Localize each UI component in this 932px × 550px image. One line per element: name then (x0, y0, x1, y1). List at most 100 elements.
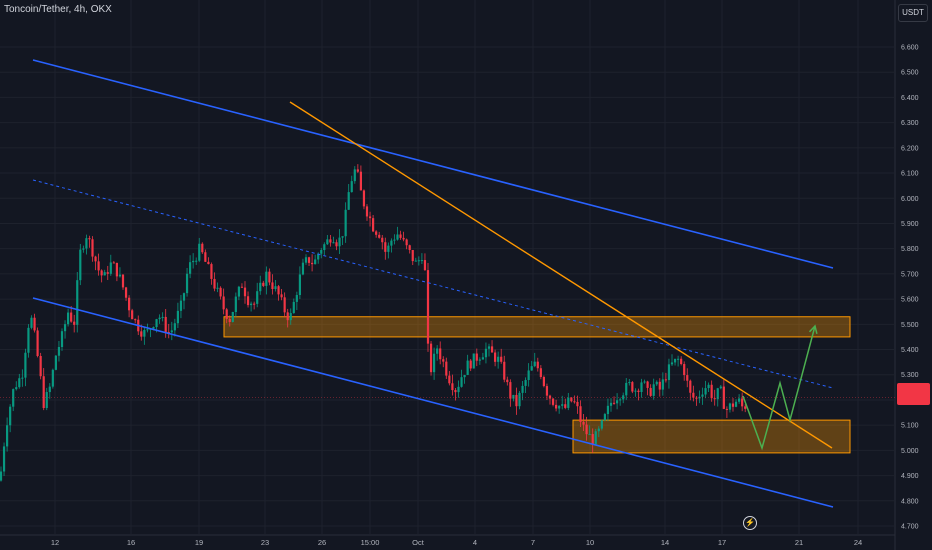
candle-down (509, 382, 512, 399)
candle-up (292, 301, 295, 314)
candle-down (426, 270, 430, 344)
candle-down (573, 401, 576, 403)
candle-down (131, 310, 134, 320)
candle-down (429, 343, 433, 373)
chart-title: Toncoin/Tether, 4h, OKX (4, 4, 112, 15)
y-tick-label: 6.100 (901, 171, 919, 178)
candle-up (436, 348, 439, 354)
candle-down (683, 364, 686, 376)
candle-down (399, 234, 402, 238)
candle-down (695, 397, 698, 399)
candle-down (356, 169, 359, 172)
candle-down (91, 239, 94, 257)
lightning-icon[interactable]: ⚡ (743, 516, 757, 530)
candle-up (341, 236, 344, 238)
candle-up (152, 327, 155, 329)
candle-down (280, 294, 283, 298)
candle-down (713, 398, 716, 400)
candle-up (182, 293, 186, 301)
candle-down (225, 309, 228, 319)
candle-up (60, 331, 64, 347)
time-axis[interactable]: 12 16 19 23 26 15:00 Oct 4 7 10 14 17 21 24 (51, 538, 862, 547)
y-tick-label: 5.800 (901, 246, 919, 253)
price-axis[interactable]: 6.600 6.500 6.400 6.300 6.200 6.100 6.000 5.900… (901, 45, 919, 531)
candle-up (2, 446, 6, 472)
candle-up (609, 402, 613, 406)
candle-up (561, 404, 564, 406)
candle-down (362, 190, 366, 207)
candle-up (195, 260, 198, 262)
candle-up (417, 260, 420, 262)
candle-up (103, 272, 106, 276)
candle-up (155, 319, 158, 328)
candle-up (497, 356, 500, 362)
candle-down (359, 171, 362, 191)
current-price-badge (897, 383, 930, 405)
candle-up (176, 310, 179, 324)
candle-up (433, 353, 436, 373)
candle-up (317, 253, 320, 260)
candle-down (551, 398, 555, 405)
y-tick-label: 5.300 (901, 372, 919, 379)
candle-up (414, 260, 417, 262)
y-tick-label: 5.900 (901, 221, 919, 228)
x-tick-label: 23 (261, 538, 269, 547)
candle-down (405, 239, 408, 246)
candle-down (646, 381, 649, 388)
y-tick-label: 5.400 (901, 347, 919, 354)
candle-down (201, 243, 204, 253)
candle-down (368, 216, 372, 219)
candle-up (118, 274, 122, 277)
x-tick-label: 19 (195, 538, 203, 547)
candle-up (63, 324, 67, 332)
candle-up (588, 434, 591, 436)
x-tick-label: 17 (718, 538, 726, 547)
candle-up (234, 296, 237, 312)
candle-up (704, 388, 707, 395)
candle-up (231, 311, 234, 322)
candle-up (320, 250, 323, 254)
candle-up (146, 329, 149, 331)
x-tick-label: 12 (51, 538, 59, 547)
x-tick-label: 4 (473, 538, 477, 547)
candle-down (582, 421, 585, 425)
candle-down (570, 397, 573, 402)
candle-down (680, 358, 683, 365)
x-tick-label: 21 (795, 538, 803, 547)
candle-down (451, 383, 454, 391)
drawings (32, 59, 834, 508)
candle-down (445, 361, 448, 376)
candle-up (344, 209, 347, 237)
candle-down (490, 346, 494, 353)
y-tick-label: 5.100 (901, 423, 919, 430)
candle-down (73, 321, 76, 325)
candle-up (667, 364, 671, 381)
candle-down (576, 401, 579, 407)
y-tick-label: 4.900 (901, 473, 919, 480)
candle-up (216, 287, 219, 289)
candle-down (243, 287, 247, 297)
candle-down (384, 242, 387, 252)
candle-down (36, 330, 39, 356)
candle-down (39, 355, 42, 377)
candle-up (143, 330, 146, 337)
candle-up (622, 395, 625, 400)
candle-up (603, 414, 606, 421)
candle-up (655, 381, 658, 385)
candle-down (408, 245, 411, 250)
candle-down (97, 261, 100, 271)
y-tick-label: 5.000 (901, 448, 919, 455)
candle-up (274, 286, 277, 290)
candle-up (472, 353, 475, 369)
candle-up (347, 192, 350, 210)
candle-up (738, 398, 741, 402)
candle-down (454, 390, 457, 393)
candle-down (33, 317, 36, 331)
candle-down (167, 331, 170, 333)
currency-button[interactable]: USDT (898, 4, 928, 22)
candle-up (670, 362, 674, 365)
candle-up (27, 327, 30, 353)
candle-down (207, 261, 210, 265)
candle-down (664, 379, 667, 381)
